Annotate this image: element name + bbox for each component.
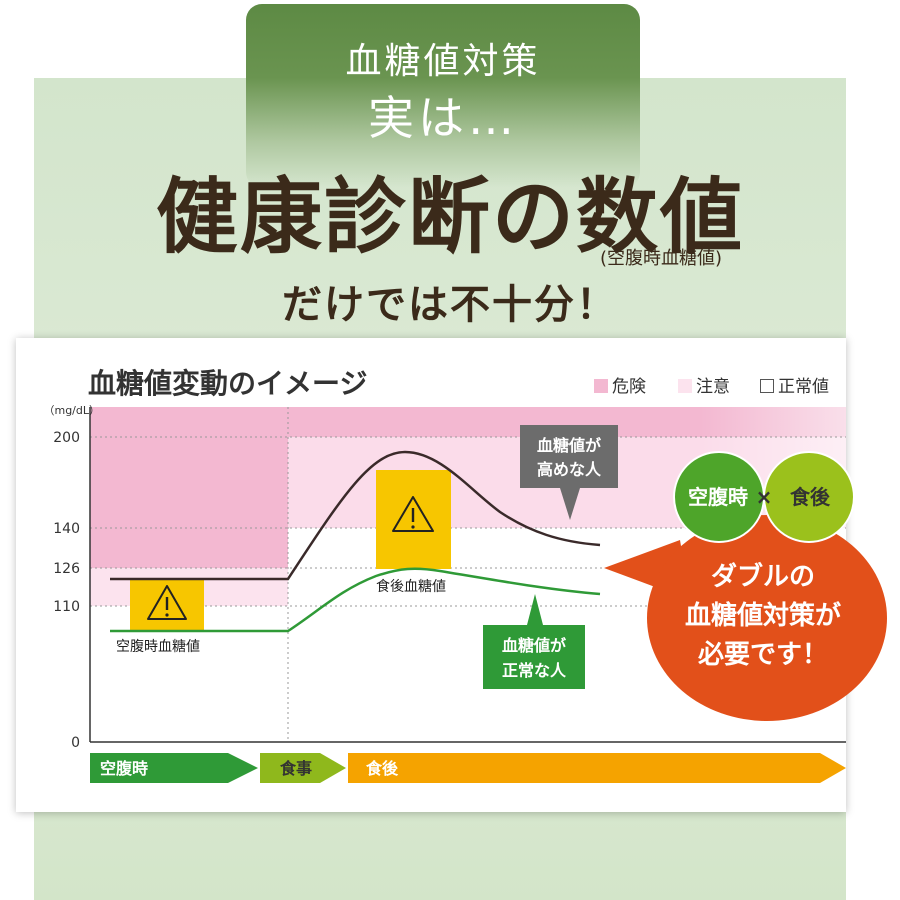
banner-line-1: 血糖値対策 [345,41,541,82]
y-tick-140: 140 [53,521,80,537]
legend-caution-label: 注意 [696,377,730,397]
callout-circle-right [763,451,855,543]
callout-times: × [756,485,773,509]
callout-line-3: 必要です！ [698,640,828,670]
high-label-pointer [560,488,580,520]
fasting-warning-icon [147,585,187,620]
legend-caution: 注意 [678,372,730,397]
callout-circle-left-label: 空腹時 [688,485,748,509]
high-glucose-curve [110,450,601,581]
y-tick-126: 126 [53,561,80,577]
normal-glucose-curve [110,567,601,633]
high-label-line2: 高めな人 [537,460,602,479]
phase-label-postmeal: 食後 [365,759,399,778]
callout-line-2: 血糖値対策が [685,600,841,631]
callout-line-1: ダブルの [711,561,815,592]
normal-label-pointer [527,594,543,625]
legend-danger: 危険 [594,372,646,397]
postmeal-label: 食後血糖値 [376,578,446,595]
postmeal-warning-dot [411,525,415,529]
callout-bubble [647,515,887,721]
fasting-warning-dot [165,613,169,617]
legend-normal: 正常値 [760,372,829,397]
phase-arrow-meal [260,753,346,783]
phase-arrow-fasting [90,753,258,783]
normal-label-line2: 正常な人 [502,661,567,680]
high-label-box [520,425,618,488]
high-label-line1: 血糖値が [537,436,601,455]
normal-label-box [483,625,585,689]
legend-normal-label: 正常値 [778,377,829,397]
legend-normal-swatch [760,379,774,393]
y-axis-unit: （mg/dL） [43,404,100,417]
headline: 健康診断の数値 [155,170,744,265]
legend-danger-label: 危険 [612,377,646,397]
phase-label-fasting: 空腹時 [100,759,148,778]
y-tick-200: 200 [53,430,80,446]
headline-subnote: (空腹時血糖値) [600,248,723,269]
banner-line-2: 実は… [368,91,518,145]
phase-arrow-postmeal [348,753,846,783]
y-tick-0: 0 [71,735,80,751]
subheadline: だけでは不十分！ [282,282,618,328]
phase-label-meal: 食事 [279,759,312,778]
top-banner: 血糖値対策 実は… [246,4,640,188]
y-tick-110: 110 [53,599,80,615]
normal-label-line1: 血糖値が [502,636,566,655]
chart-title: 血糖値変動のイメージ [88,367,368,400]
callout-circle-right-label: 食後 [790,485,831,509]
legend-danger-swatch [594,379,608,393]
legend-caution-swatch [678,379,692,393]
postmeal-warning-icon [392,496,434,532]
fasting-label: 空腹時血糖値 [116,638,200,655]
danger-band-fasting [90,437,288,568]
